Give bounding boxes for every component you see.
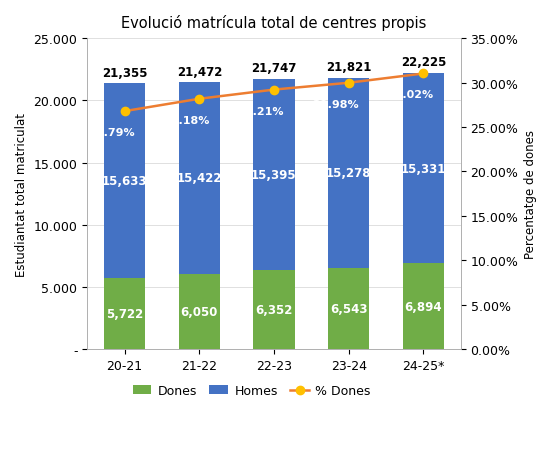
Bar xyxy=(104,278,145,350)
Title: Evolució matrícula total de centres propis: Evolució matrícula total de centres prop… xyxy=(121,15,427,31)
Text: 22,225: 22,225 xyxy=(401,56,446,69)
Text: 15,633: 15,633 xyxy=(102,175,147,188)
Text: 6,543: 6,543 xyxy=(330,302,368,315)
Bar xyxy=(104,84,145,278)
Bar xyxy=(179,275,220,350)
Text: 29.98%: 29.98% xyxy=(312,100,359,110)
Text: 26.79%: 26.79% xyxy=(88,128,135,138)
Text: 29.21%: 29.21% xyxy=(237,106,284,116)
Text: 5,722: 5,722 xyxy=(106,307,144,320)
Text: 6,050: 6,050 xyxy=(181,306,218,319)
Y-axis label: Estudiantat total matriculat: Estudiantat total matriculat xyxy=(15,113,28,276)
Text: 28.18%: 28.18% xyxy=(163,115,209,125)
Text: 21,472: 21,472 xyxy=(177,66,222,79)
Text: 6,352: 6,352 xyxy=(256,304,293,317)
Text: 21,747: 21,747 xyxy=(251,62,296,75)
Text: 6,894: 6,894 xyxy=(405,300,442,313)
Text: 15,395: 15,395 xyxy=(251,169,297,181)
% Dones xyxy=(121,109,128,115)
Bar xyxy=(253,270,295,350)
% Dones xyxy=(346,81,352,86)
Text: 15,331: 15,331 xyxy=(401,162,446,175)
Bar xyxy=(328,79,369,268)
Legend: Dones, Homes, % Dones: Dones, Homes, % Dones xyxy=(128,379,376,402)
Bar xyxy=(403,74,444,264)
Bar xyxy=(328,268,369,350)
Text: 31.02%: 31.02% xyxy=(387,90,433,100)
Y-axis label: Percentatge de dones: Percentatge de dones xyxy=(524,130,537,259)
Text: 21,821: 21,821 xyxy=(326,61,371,74)
Bar xyxy=(179,83,220,275)
Bar xyxy=(403,264,444,350)
Line: % Dones: % Dones xyxy=(120,70,427,116)
Text: 15,278: 15,278 xyxy=(326,167,371,180)
% Dones xyxy=(196,97,203,102)
% Dones xyxy=(270,88,277,93)
Text: 21,355: 21,355 xyxy=(102,67,147,80)
% Dones xyxy=(420,72,427,77)
Bar xyxy=(253,80,295,270)
Text: 15,422: 15,422 xyxy=(177,172,222,185)
